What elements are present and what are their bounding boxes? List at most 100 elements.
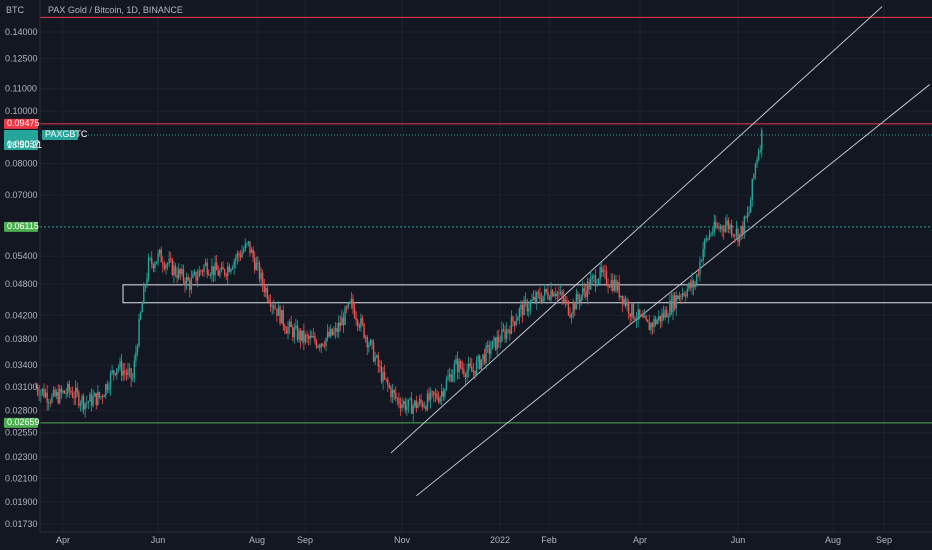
- candle-body: [710, 233, 712, 235]
- candle-body: [268, 299, 270, 303]
- y-tick-label: 0.02550: [5, 428, 38, 438]
- x-tick-label: Jun: [151, 535, 166, 545]
- candle-body: [420, 399, 422, 403]
- candle-body: [179, 269, 181, 274]
- candle-body: [483, 354, 486, 364]
- candle-body: [702, 248, 704, 261]
- y-tick-label: 0.12500: [5, 54, 38, 64]
- candle-body: [429, 391, 432, 401]
- candle-body: [193, 271, 196, 275]
- candle-body: [212, 265, 215, 276]
- candle-body: [238, 253, 240, 256]
- candle-body: [704, 239, 706, 249]
- candle-body: [35, 386, 37, 388]
- candle-body: [132, 378, 134, 380]
- candle-body: [505, 329, 508, 339]
- x-tick-label: Aug: [825, 535, 841, 545]
- candle-body: [753, 174, 755, 179]
- candle-body: [119, 361, 121, 368]
- candle-body: [287, 326, 289, 334]
- candle-body: [338, 322, 340, 333]
- candle-body: [130, 368, 132, 379]
- candle-body: [691, 280, 693, 288]
- candle-body: [383, 372, 386, 379]
- candle-body: [192, 274, 194, 278]
- candle-body: [620, 295, 622, 298]
- candle-body: [374, 356, 376, 362]
- candle-body: [646, 319, 649, 323]
- candle-body: [314, 336, 316, 342]
- candle-body: [269, 302, 272, 307]
- y-tick-label: 0.14000: [5, 27, 38, 37]
- candle-body: [659, 315, 662, 322]
- candle-body: [177, 269, 180, 279]
- mid-level-price-badge-bg: [4, 221, 38, 232]
- candle-body: [678, 295, 681, 300]
- candle-body: [699, 261, 701, 275]
- candle-body: [615, 279, 617, 291]
- candle-body: [417, 404, 419, 408]
- candle-body: [231, 267, 234, 270]
- candle-body: [746, 213, 749, 218]
- candle-body: [366, 336, 368, 348]
- candle-body: [507, 329, 509, 331]
- candle-body: [555, 293, 557, 297]
- candle-body: [82, 396, 85, 410]
- candle-body: [352, 298, 354, 309]
- candle-body: [185, 276, 188, 286]
- candle-body: [301, 330, 303, 341]
- candle-body: [423, 406, 425, 408]
- candle-body: [742, 226, 744, 234]
- candle-body: [404, 401, 406, 410]
- candle-body: [409, 398, 411, 400]
- candle-body: [612, 280, 614, 291]
- resistance-price-badge: 0.09475: [7, 118, 40, 128]
- candle-body: [322, 343, 324, 346]
- candle-body: [635, 319, 638, 321]
- candle-body: [258, 262, 261, 280]
- horizontal-levels: [40, 16, 932, 424]
- candle-body: [585, 291, 587, 297]
- candle-body: [656, 320, 658, 325]
- candle-body: [70, 390, 72, 393]
- candle-body: [616, 282, 619, 291]
- candle-body: [333, 331, 335, 335]
- candle-body: [154, 264, 156, 269]
- candle-body: [745, 216, 747, 218]
- candle-body: [582, 288, 584, 296]
- candle-body: [572, 302, 574, 315]
- candle-body: [401, 404, 403, 409]
- candle-body: [418, 399, 421, 405]
- candle-body: [220, 266, 223, 272]
- candle-body: [98, 391, 101, 397]
- candle-body: [43, 388, 45, 397]
- candle-body: [626, 302, 628, 306]
- candle-body: [36, 386, 39, 393]
- candle-body: [125, 372, 128, 375]
- candle-body: [388, 384, 391, 388]
- candle-body: [81, 396, 83, 404]
- candle-body: [496, 336, 498, 350]
- candle-body: [87, 401, 90, 403]
- candle-body: [456, 358, 459, 373]
- candle-body: [176, 274, 178, 279]
- candle-body: [149, 258, 151, 260]
- candle-body: [719, 226, 722, 229]
- candle-body: [181, 269, 183, 274]
- candle-body: [431, 391, 433, 393]
- candle-body: [282, 310, 284, 326]
- candle-body: [48, 402, 50, 404]
- candle-body: [280, 310, 283, 324]
- candle-body: [648, 322, 650, 331]
- candle-body: [103, 395, 105, 398]
- x-tick-label: Aug: [249, 535, 265, 545]
- candle-body: [196, 276, 199, 281]
- candle-body: [608, 286, 611, 288]
- candle-body: [665, 309, 668, 318]
- candle-body: [225, 274, 227, 277]
- candle-body: [480, 359, 483, 369]
- candle-body: [355, 317, 357, 321]
- candle-body: [368, 344, 370, 348]
- candle-body: [458, 361, 460, 373]
- candle-body: [599, 267, 601, 279]
